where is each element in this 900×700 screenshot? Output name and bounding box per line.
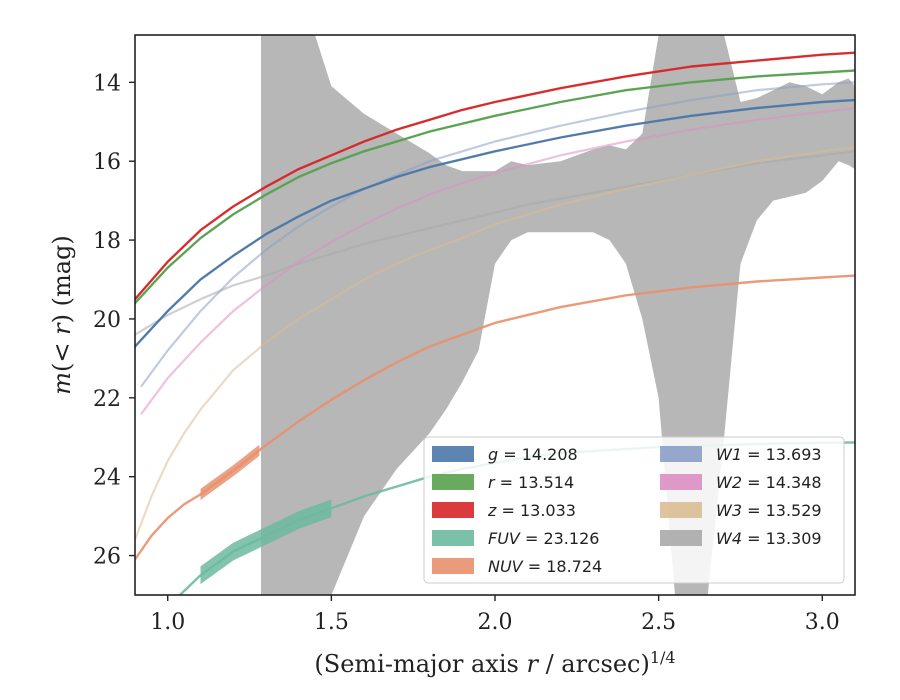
y-tick-label: 20	[93, 308, 121, 333]
y-tick-label: 24	[93, 466, 121, 491]
x-tick-label: 1.5	[314, 610, 349, 635]
legend-label-fuv: FUV = 23.126	[488, 529, 599, 548]
x-tick-label: 1.0	[150, 610, 185, 635]
y-tick-label: 14	[93, 71, 121, 96]
x-axis: 1.0 1.5 2.0 2.5 3.0	[150, 595, 840, 635]
series-line-w2	[140, 106, 855, 415]
y-axis-title: m(< r) (mag)	[48, 235, 76, 395]
legend-box	[423, 436, 845, 584]
legend-label-nuv: NUV = 18.724	[488, 557, 602, 576]
y-tick-label: 26	[93, 545, 121, 570]
x-tick-label: 2.5	[641, 610, 676, 635]
legend-label-g: g = 14.208	[488, 445, 578, 464]
y-tick-label: 22	[93, 387, 121, 412]
legend-swatch-w4	[660, 530, 702, 546]
series-line-w3	[135, 146, 855, 541]
legend: g = 14.208 r = 13.514 z = 13.033 FUV = 23.1…	[423, 436, 845, 584]
series-core-z	[135, 52, 855, 300]
legend-swatch-w3	[660, 502, 702, 518]
legend-label-r: r = 13.514	[488, 473, 574, 492]
legend-label-w3: W3 = 13.529	[716, 501, 822, 520]
y-tick-label: 16	[93, 150, 121, 175]
legend-swatch-g	[432, 446, 474, 462]
legend-label-w4: W4 = 13.309	[716, 529, 822, 548]
x-tick-label: 3.0	[805, 610, 840, 635]
legend-label-w1: W1 = 13.693	[716, 445, 822, 464]
x-tick-label: 2.0	[478, 610, 513, 635]
y-axis: 14 16 18 20 22 24 26	[93, 71, 135, 570]
series-core-g	[135, 99, 855, 347]
legend-swatch-w1	[660, 446, 702, 462]
legend-swatch-w2	[660, 474, 702, 490]
x-axis-title: (Semi-major axis r / arcsec)1/4	[314, 648, 675, 679]
series-line-w4	[135, 150, 855, 336]
legend-swatch-r	[432, 474, 474, 490]
series-line-w1	[140, 81, 855, 388]
legend-swatch-nuv	[432, 558, 474, 574]
legend-label-w2: W2 = 14.348	[716, 473, 822, 492]
y-tick-label: 18	[93, 229, 121, 254]
legend-swatch-z	[432, 502, 474, 518]
series-line-nuv	[135, 274, 855, 561]
series-core-r	[135, 69, 855, 304]
legend-swatch-fuv	[432, 530, 474, 546]
legend-label-z: z = 13.033	[487, 501, 576, 520]
